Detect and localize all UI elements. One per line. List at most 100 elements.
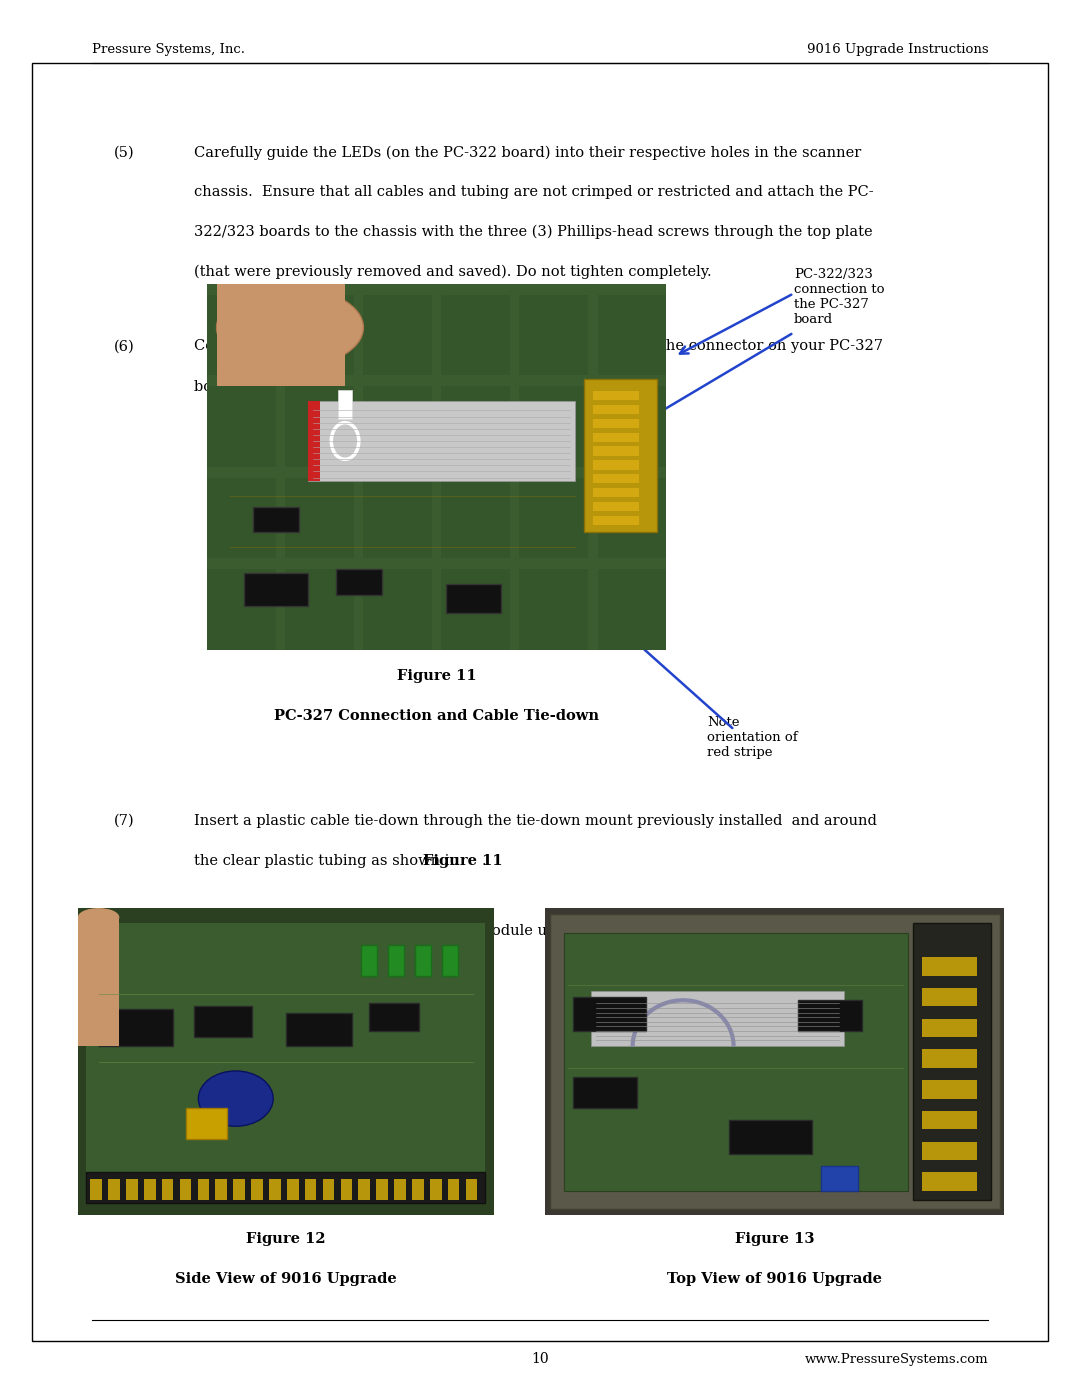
Text: Figure 12: Figure 12 (246, 1232, 325, 1246)
Text: www.PressureSystems.com: www.PressureSystems.com (805, 1354, 988, 1366)
Bar (394, 1179, 406, 1200)
Bar (162, 1179, 174, 1200)
Bar (593, 475, 639, 483)
Bar (285, 478, 354, 557)
Bar (922, 1018, 977, 1037)
Bar (430, 1179, 442, 1200)
Bar (91, 1179, 102, 1200)
Bar (285, 295, 354, 374)
Bar (363, 386, 432, 467)
Bar (798, 1000, 862, 1031)
Text: Insert a plastic cable tie-down through the tie-down mount previously installed : Insert a plastic cable tie-down through … (194, 813, 877, 828)
Bar (126, 1179, 137, 1200)
Bar (207, 295, 276, 374)
Bar (442, 295, 511, 374)
Bar (244, 573, 309, 606)
Bar (287, 1179, 298, 1200)
Bar (597, 295, 666, 374)
Bar (359, 1179, 370, 1200)
Text: Figure 11: Figure 11 (397, 669, 476, 683)
Bar (519, 478, 589, 557)
Bar (86, 1172, 485, 1203)
Text: Side View of 9016 Upgrade: Side View of 9016 Upgrade (175, 1271, 396, 1287)
Bar (519, 569, 589, 650)
Bar (597, 569, 666, 650)
Text: 10: 10 (531, 1352, 549, 1366)
Bar (98, 1010, 174, 1046)
Bar (922, 1049, 977, 1067)
Bar (207, 478, 276, 557)
Bar (309, 401, 575, 481)
Text: Figure 13: Figure 13 (735, 1232, 814, 1246)
Bar (572, 1077, 637, 1108)
Text: Note
orientation of
red stripe: Note orientation of red stripe (707, 715, 798, 759)
Bar (215, 1179, 227, 1200)
Text: chassis.  Ensure that all cables and tubing are not crimped or restricted and at: chassis. Ensure that all cables and tubi… (194, 186, 874, 200)
Bar (442, 944, 458, 975)
Bar (593, 515, 639, 525)
Bar (217, 284, 346, 386)
Text: Figure 11: Figure 11 (423, 854, 502, 868)
Text: (6): (6) (113, 339, 134, 353)
Bar (285, 1013, 352, 1046)
Bar (361, 944, 377, 975)
Bar (593, 405, 639, 414)
Bar (179, 1179, 191, 1200)
Bar (922, 957, 977, 975)
Bar (309, 401, 320, 481)
Text: 9016 Upgrade Instructions: 9016 Upgrade Instructions (807, 43, 988, 56)
Bar (592, 990, 843, 1046)
Bar (593, 461, 639, 469)
Bar (922, 1141, 977, 1160)
Bar (821, 1166, 858, 1190)
Circle shape (199, 1071, 273, 1126)
Bar (269, 1179, 281, 1200)
Bar (519, 295, 589, 374)
Bar (376, 1179, 388, 1200)
Bar (363, 478, 432, 557)
Bar (519, 386, 589, 467)
Bar (207, 569, 276, 650)
Ellipse shape (217, 288, 363, 367)
Ellipse shape (78, 908, 120, 926)
Bar (198, 1179, 210, 1200)
Bar (233, 1179, 245, 1200)
Bar (338, 390, 352, 419)
Bar (305, 1179, 316, 1200)
Bar (593, 447, 639, 455)
Bar (913, 923, 990, 1200)
Bar (336, 569, 382, 595)
Bar (194, 1006, 253, 1037)
Bar (363, 569, 432, 650)
Text: Connect the ribbon cable from P3 on the PC-322/323 board to the connector on you: Connect the ribbon cable from P3 on the … (194, 339, 883, 353)
Bar (446, 584, 501, 613)
Bar (922, 988, 977, 1006)
Bar (583, 379, 657, 532)
Text: Figure 11: Figure 11 (442, 379, 522, 394)
Bar (922, 1111, 977, 1129)
Text: (5): (5) (113, 145, 134, 159)
Bar (363, 295, 432, 374)
Bar (285, 569, 354, 650)
Bar (415, 944, 431, 975)
Bar (922, 1172, 977, 1190)
Bar (593, 433, 639, 441)
Bar (465, 1179, 477, 1200)
Text: .: . (482, 854, 486, 868)
Text: the clear plastic tubing as shown in: the clear plastic tubing as shown in (194, 854, 464, 868)
Bar (369, 1003, 419, 1031)
Text: Carefully guide the LEDs (on the PC-322 board) into their respective holes in th: Carefully guide the LEDs (on the PC-322 … (194, 145, 862, 159)
Bar (572, 997, 646, 1031)
Bar (593, 502, 639, 511)
Bar (253, 507, 299, 532)
Bar (593, 391, 639, 400)
Bar (108, 1179, 120, 1200)
Text: board (red line indicates pin 1).  (See: board (red line indicates pin 1). (See (194, 379, 476, 394)
Bar (186, 1108, 228, 1139)
Bar (729, 1120, 812, 1154)
Text: (that were previously removed and saved). Do not tighten completely.: (that were previously removed and saved)… (194, 265, 712, 279)
Bar (442, 386, 511, 467)
Bar (413, 1179, 423, 1200)
Bar (597, 478, 666, 557)
Text: (7): (7) (113, 813, 134, 828)
